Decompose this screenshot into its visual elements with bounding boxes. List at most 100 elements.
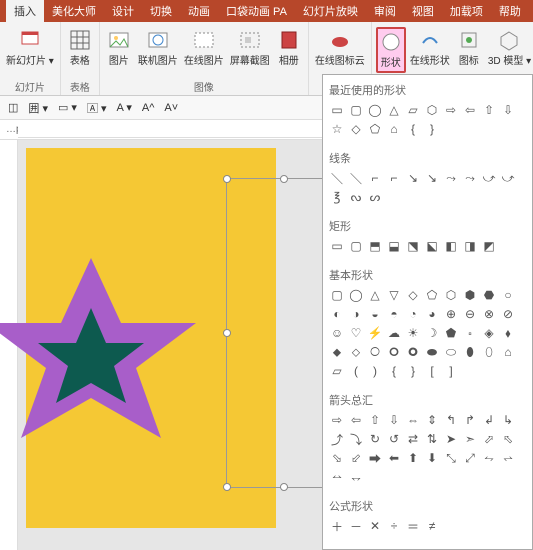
shape-glyph[interactable]: ↳ xyxy=(500,412,516,428)
shape-glyph[interactable]: ⬀ xyxy=(481,431,497,447)
tab-8[interactable]: 视图 xyxy=(404,0,442,22)
tab-11[interactable]: 特色功能 xyxy=(529,0,533,22)
shape-glyph[interactable]: ⬥ xyxy=(329,344,345,360)
tab-7[interactable]: 审阅 xyxy=(366,0,404,22)
tab-5[interactable]: 口袋动画 PA xyxy=(218,0,295,22)
tab-4[interactable]: 动画 xyxy=(180,0,218,22)
shape-glyph[interactable]: ⇅ xyxy=(424,431,440,447)
tab-0[interactable]: 插入 xyxy=(6,0,44,22)
shape-glyph[interactable]: ⇩ xyxy=(386,412,402,428)
icon-cloud-button[interactable]: 在线图标云 xyxy=(313,27,367,69)
shape-glyph[interactable]: ⬧ xyxy=(500,325,516,341)
shape-glyph[interactable]: ◯ xyxy=(367,102,383,118)
screenshot-button[interactable]: 屏幕截图 xyxy=(228,27,272,69)
shape-glyph[interactable]: ⤳ xyxy=(443,170,459,186)
shape-glyph[interactable]: ⬡ xyxy=(424,102,440,118)
shape-glyph[interactable]: ⬢ xyxy=(462,287,478,303)
shape-glyph[interactable]: ⬬ xyxy=(424,344,440,360)
shape-glyph[interactable]: ⇕ xyxy=(424,412,440,428)
secondary-btn-4[interactable]: A ▾ xyxy=(117,101,132,114)
shape-glyph[interactable]: ◯ xyxy=(348,287,364,303)
shape-glyph[interactable]: ⊘ xyxy=(500,306,516,322)
shape-glyph[interactable]: ⬁ xyxy=(500,431,516,447)
shape-glyph[interactable]: ▭ xyxy=(329,102,345,118)
tab-6[interactable]: 幻灯片放映 xyxy=(295,0,366,22)
shape-glyph[interactable]: ▽ xyxy=(386,287,402,303)
shape-glyph[interactable]: ⬡ xyxy=(443,287,459,303)
shape-glyph[interactable]: ➤ xyxy=(443,431,459,447)
shape-glyph[interactable]: ⤴ xyxy=(329,431,345,447)
shape-glyph[interactable]: ⤻ xyxy=(500,170,516,186)
secondary-btn-2[interactable]: ▭ ▾ xyxy=(58,101,77,114)
shape-glyph[interactable]: － xyxy=(348,518,364,534)
shape-glyph[interactable]: ⬠ xyxy=(367,121,383,137)
shape-glyph[interactable]: △ xyxy=(367,287,383,303)
shape-glyph[interactable]: ⥎ xyxy=(329,469,345,485)
photo-album-button[interactable]: 相册 xyxy=(274,27,304,69)
shape-glyph[interactable]: ⥐ xyxy=(348,469,364,485)
shape-glyph[interactable]: ÷ xyxy=(386,518,402,534)
shape-glyph[interactable]: ᔓ xyxy=(348,189,364,205)
shape-glyph[interactable]: ⬣ xyxy=(481,287,497,303)
shape-glyph[interactable]: ⌐ xyxy=(386,170,402,186)
shape-glyph[interactable]: ⬞ xyxy=(462,325,478,341)
shape-glyph[interactable]: ⬇ xyxy=(424,450,440,466)
shape-glyph[interactable]: ⬅ xyxy=(386,450,402,466)
secondary-btn-3[interactable]: 🄰 ▾ xyxy=(87,100,107,116)
shape-glyph[interactable]: ⊗ xyxy=(481,306,497,322)
shape-glyph[interactable]: ⬦ xyxy=(348,344,364,360)
tab-10[interactable]: 帮助 xyxy=(491,0,529,22)
pictures-button[interactable]: 图片 xyxy=(104,27,134,69)
shape-glyph[interactable]: ⬮ xyxy=(462,344,478,360)
shape-glyph[interactable]: ◒ xyxy=(367,306,383,322)
shape-glyph[interactable]: ○ xyxy=(500,287,516,303)
shape-glyph[interactable]: 🞅 xyxy=(367,344,383,360)
shape-glyph[interactable]: ♡ xyxy=(348,325,364,341)
shape-glyph[interactable]: ⇩ xyxy=(500,102,516,118)
shape-glyph[interactable]: △ xyxy=(386,102,402,118)
shape-glyph[interactable]: { xyxy=(405,121,421,137)
shape-glyph[interactable]: ⤳ xyxy=(462,170,478,186)
stock-images-button[interactable]: 在线图片 xyxy=(182,27,226,69)
shape-glyph[interactable]: ⤻ xyxy=(481,170,497,186)
shape-glyph[interactable]: ◩ xyxy=(481,238,497,254)
shape-glyph[interactable]: ＼ xyxy=(348,170,364,186)
handle-ml[interactable] xyxy=(223,329,231,337)
handle-bm[interactable] xyxy=(280,483,288,491)
new-slide-button[interactable]: 新幻灯片 ▾ xyxy=(4,27,56,69)
shape-glyph[interactable]: ⬟ xyxy=(443,325,459,341)
handle-tl[interactable] xyxy=(223,175,231,183)
slide[interactable] xyxy=(26,148,276,528)
shape-glyph[interactable]: ᔕ xyxy=(367,189,383,205)
shape-glyph[interactable]: ⮕ xyxy=(367,450,383,466)
shape-glyph[interactable]: ⌂ xyxy=(386,121,402,137)
tab-1[interactable]: 美化大师 xyxy=(44,0,104,22)
shape-glyph[interactable]: ↺ xyxy=(386,431,402,447)
shape-glyph[interactable]: ⬯ xyxy=(481,344,497,360)
shape-glyph[interactable]: ◓ xyxy=(386,306,402,322)
shape-glyph[interactable]: ＝ xyxy=(405,518,421,534)
shape-glyph[interactable]: } xyxy=(405,363,421,379)
handle-bl[interactable] xyxy=(223,483,231,491)
shape-glyph[interactable]: ⇔ xyxy=(405,412,421,428)
table-button[interactable]: 表格 xyxy=(65,27,95,69)
shape-glyph[interactable]: ⬓ xyxy=(386,238,402,254)
shape-glyph[interactable]: ◕ xyxy=(424,306,440,322)
shapes-button[interactable]: 形状 xyxy=(376,27,406,73)
shape-glyph[interactable]: ⊖ xyxy=(462,306,478,322)
shape-glyph[interactable]: ↻ xyxy=(367,431,383,447)
shape-glyph[interactable]: ⬭ xyxy=(443,344,459,360)
shape-glyph[interactable]: [ xyxy=(424,363,440,379)
shape-glyph[interactable]: ◔ xyxy=(405,306,421,322)
shape-glyph[interactable]: ⇦ xyxy=(348,412,364,428)
secondary-btn-5[interactable]: A^ xyxy=(142,102,155,114)
shape-glyph[interactable]: ☽ xyxy=(424,325,440,341)
secondary-btn-6[interactable]: A˅ xyxy=(164,102,178,114)
shape-glyph[interactable]: ⇨ xyxy=(329,412,345,428)
handle-tm[interactable] xyxy=(280,175,288,183)
shape-glyph[interactable]: ➣ xyxy=(462,431,478,447)
secondary-btn-0[interactable]: ◫ xyxy=(8,101,18,114)
shape-glyph[interactable]: ☀ xyxy=(405,325,421,341)
shape-glyph[interactable]: ( xyxy=(348,363,364,379)
shape-glyph[interactable]: ) xyxy=(367,363,383,379)
